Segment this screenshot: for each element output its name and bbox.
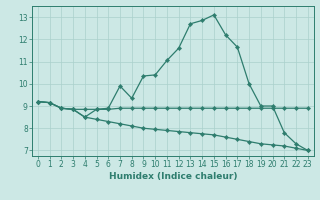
X-axis label: Humidex (Indice chaleur): Humidex (Indice chaleur)	[108, 172, 237, 181]
